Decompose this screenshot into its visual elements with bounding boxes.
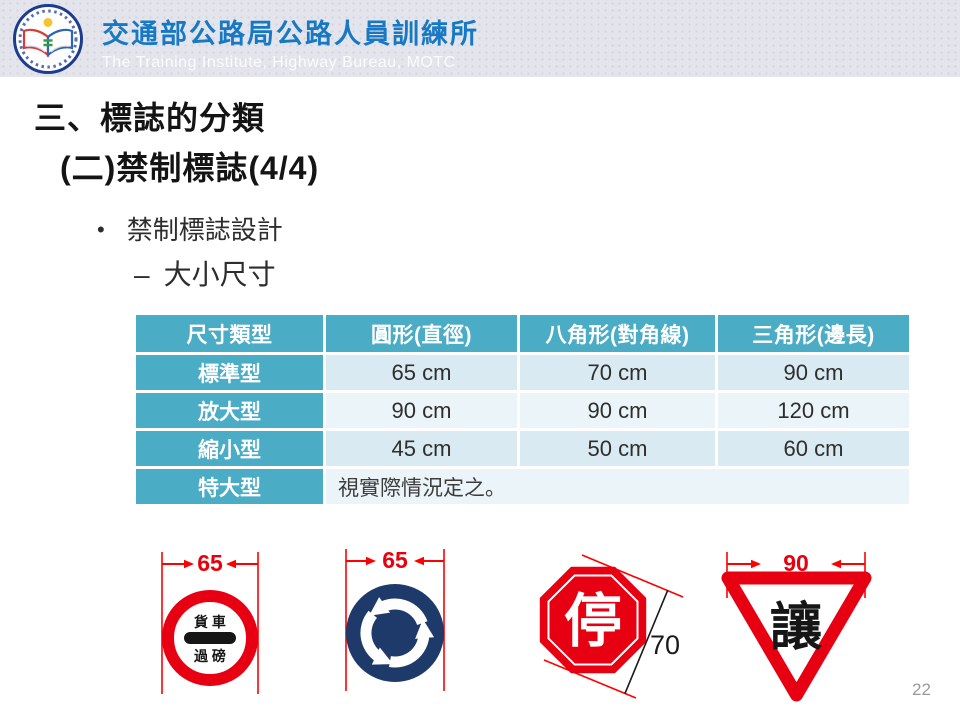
table-note-cell: 視實際情況定之。 <box>323 466 912 507</box>
table-cell: 45 cm <box>323 428 520 469</box>
sign-size-table: 尺寸類型 圓形(直徑) 八角形(對角線) 三角形(邊長) 標準型 65 cm 7… <box>133 312 912 507</box>
bullet-marker: • <box>97 217 105 242</box>
table-cell: 70 cm <box>517 352 718 393</box>
row-label: 標準型 <box>133 352 326 393</box>
sign-text-bottom: 過 磅 <box>193 648 226 664</box>
institute-subtitle-en: The Training Institute, Highway Bureau, … <box>102 54 456 71</box>
row-label: 特大型 <box>133 466 326 507</box>
roundabout-arrows-icon <box>360 597 435 668</box>
table-row: 縮小型 45 cm 50 cm 60 cm <box>133 428 912 469</box>
column-header: 八角形(對角線) <box>517 312 718 355</box>
table-cell: 60 cm <box>715 428 912 469</box>
dimension-label: 65 <box>382 547 408 573</box>
table-cell: 65 cm <box>323 352 520 393</box>
sign-text-top: 貨 車 <box>193 614 226 630</box>
arrow-right-icon <box>366 556 376 566</box>
column-header: 尺寸類型 <box>133 312 326 355</box>
roundabout-sign: 65 <box>340 545 450 695</box>
row-label: 放大型 <box>133 390 326 431</box>
arrow-right-icon <box>751 559 761 569</box>
stop-glyph: 停 <box>564 589 622 654</box>
arrow-left-icon <box>831 559 841 569</box>
banner-text: 交通部公路局公路人員訓練所 The Training Institute, Hi… <box>102 12 479 72</box>
table-cell: 90 cm <box>323 390 520 431</box>
row-label: 縮小型 <box>133 428 326 469</box>
table-row: 特大型 視實際情況定之。 <box>133 466 912 507</box>
table-header-row: 尺寸類型 圓形(直徑) 八角形(對角線) 三角形(邊長) <box>133 312 912 355</box>
slide-title: 三、標誌的分類 <box>34 100 266 136</box>
stop-octagon <box>539 566 647 674</box>
stop-sign: 停 70 <box>505 548 690 708</box>
table-cell: 120 cm <box>715 390 912 431</box>
sub-bullet-item: – 大小尺寸 <box>134 253 276 293</box>
table-row: 標準型 65 cm 70 cm 90 cm <box>133 352 912 393</box>
sub-bullet-text: 大小尺寸 <box>163 259 276 290</box>
dimension-label: 65 <box>197 550 223 576</box>
bullet-text: 禁制標誌設計 <box>126 215 283 245</box>
extension-line <box>581 554 684 598</box>
institute-title: 交通部公路局公路人員訓練所 <box>102 19 479 49</box>
sub-bullet-marker: – <box>134 259 150 290</box>
table-cell: 90 cm <box>715 352 912 393</box>
arrow-left-icon <box>414 556 424 566</box>
dimension-label: 70 <box>650 630 680 660</box>
yield-glyph: 讓 <box>770 599 823 657</box>
header-banner: 交通部公路局公路人員訓練所 The Training Institute, Hi… <box>0 0 960 77</box>
column-header: 圓形(直徑) <box>323 312 520 355</box>
yield-sign: 90 讓 <box>705 548 880 708</box>
yield-triangle <box>721 571 872 702</box>
table-cell: 90 cm <box>517 390 718 431</box>
institute-logo-icon <box>12 3 84 80</box>
bullet-item: • 禁制標誌設計 <box>97 210 283 247</box>
page-number: 22 <box>912 680 931 699</box>
table-row: 放大型 90 cm 90 cm 120 cm <box>133 390 912 431</box>
arrow-right-icon <box>184 559 194 569</box>
column-header: 三角形(邊長) <box>715 312 912 355</box>
table-cell: 50 cm <box>517 428 718 469</box>
weighbridge-bar-icon <box>184 632 236 644</box>
truck-weighing-sign: 65 貨 車 過 磅 <box>146 548 278 700</box>
diagonal-dimension-line <box>624 589 669 695</box>
slide-subtitle: (二)禁制標誌(4/4) <box>60 150 320 186</box>
arrow-left-icon <box>226 559 236 569</box>
